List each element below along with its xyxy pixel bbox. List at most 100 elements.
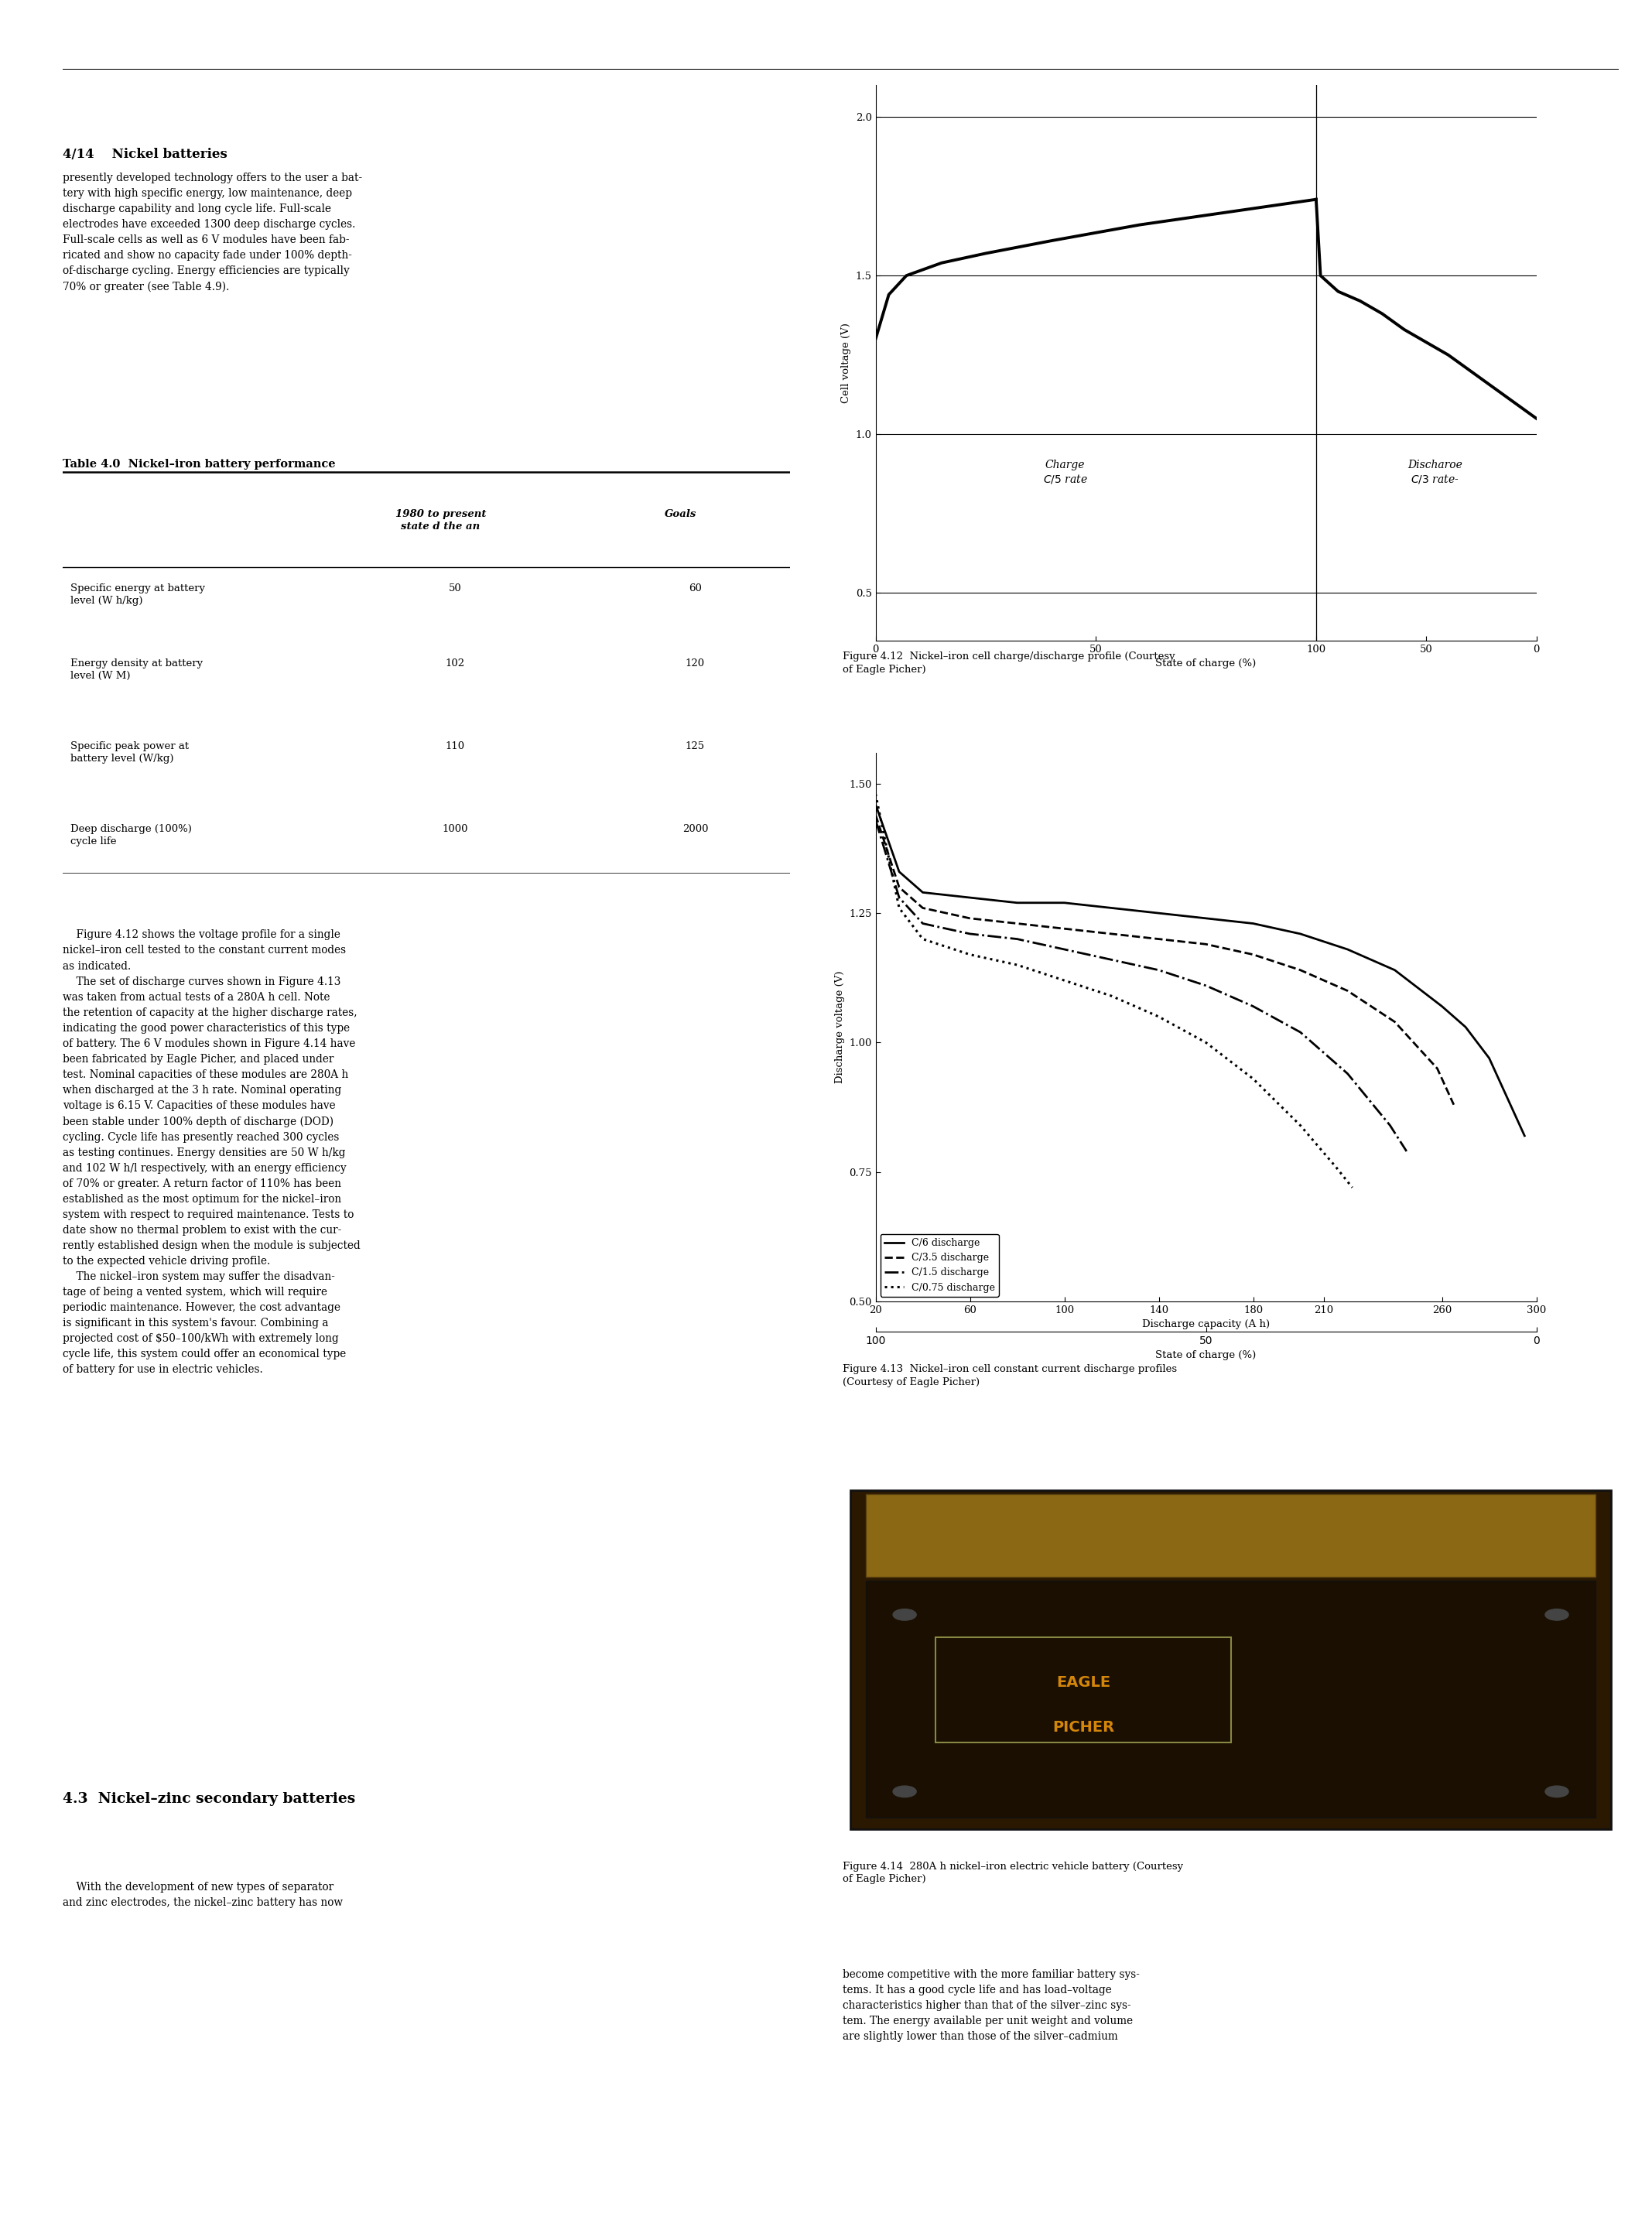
Text: 102: 102 bbox=[446, 659, 464, 668]
Y-axis label: Discharge voltage (V): Discharge voltage (V) bbox=[834, 970, 844, 1084]
C/3.5 discharge bbox=[1196, 932, 1216, 959]
C/0.75 discharge bbox=[914, 925, 933, 952]
C/6 discharge bbox=[960, 885, 980, 912]
C/3.5 discharge bbox=[1102, 921, 1122, 948]
C/6 discharge bbox=[914, 878, 933, 905]
C/1.5 discharge bbox=[866, 806, 885, 833]
Text: Figure 4.13  Nickel–iron cell constant current discharge profiles
(Courtesy of E: Figure 4.13 Nickel–iron cell constant cu… bbox=[843, 1364, 1176, 1387]
C/0.75 discharge bbox=[1196, 1028, 1216, 1055]
C/1.5 discharge bbox=[1396, 1138, 1416, 1165]
C/6 discharge bbox=[1384, 956, 1404, 983]
X-axis label: State of charge (%): State of charge (%) bbox=[1155, 1351, 1257, 1360]
Text: Goals: Goals bbox=[664, 508, 697, 520]
Text: 4/14    Nickel batteries: 4/14 Nickel batteries bbox=[63, 148, 228, 161]
X-axis label: State of charge (%): State of charge (%) bbox=[1155, 659, 1257, 670]
C/3.5 discharge bbox=[960, 905, 980, 932]
C/0.75 discharge bbox=[1327, 1154, 1346, 1180]
C/6 discharge bbox=[1102, 894, 1122, 921]
Line: C/0.75 discharge: C/0.75 discharge bbox=[876, 793, 1353, 1187]
Text: Figure 4.12  Nickel–iron cell charge/discharge profile (Courtesy
of Eagle Picher: Figure 4.12 Nickel–iron cell charge/disc… bbox=[843, 652, 1175, 674]
C/3.5 discharge bbox=[889, 874, 909, 900]
C/1.5 discharge bbox=[1244, 992, 1264, 1019]
Text: presently developed technology offers to the user a bat-
tery with high specific: presently developed technology offers to… bbox=[63, 172, 362, 293]
C/3.5 discharge bbox=[1244, 941, 1264, 968]
Bar bbox=[866, 1581, 1596, 1819]
C/6 discharge bbox=[1008, 889, 1028, 916]
Line: C/3.5 discharge: C/3.5 discharge bbox=[876, 815, 1454, 1104]
Line: C/1.5 discharge: C/1.5 discharge bbox=[876, 820, 1406, 1151]
C/1.5 discharge bbox=[889, 885, 909, 912]
C/0.75 discharge bbox=[1343, 1174, 1363, 1201]
C/1.5 discharge bbox=[1102, 945, 1122, 972]
Text: 4.3  Nickel–zinc secondary batteries: 4.3 Nickel–zinc secondary batteries bbox=[63, 1792, 355, 1805]
Text: Figure 4.12 shows the voltage profile for a single
nickel–iron cell tested to th: Figure 4.12 shows the voltage profile fo… bbox=[63, 930, 360, 1375]
Y-axis label: Cell voltage (V): Cell voltage (V) bbox=[841, 323, 851, 403]
Text: 2000: 2000 bbox=[682, 824, 709, 833]
Circle shape bbox=[1545, 1785, 1568, 1796]
Text: Figure 4.14  280A h nickel–iron electric vehicle battery (Courtesy
of Eagle Pich: Figure 4.14 280A h nickel–iron electric … bbox=[843, 1861, 1183, 1884]
C/0.75 discharge bbox=[1244, 1066, 1264, 1093]
C/6 discharge bbox=[1290, 921, 1310, 948]
C/6 discharge bbox=[1432, 992, 1452, 1019]
Text: become competitive with the more familiar battery sys-
tems. It has a good cycle: become competitive with the more familia… bbox=[843, 1969, 1140, 2043]
C/6 discharge bbox=[1338, 936, 1358, 963]
C/1.5 discharge bbox=[1196, 972, 1216, 999]
C/3.5 discharge bbox=[866, 802, 885, 829]
Circle shape bbox=[894, 1785, 917, 1796]
Text: Discharoe
$C/3$ rate-: Discharoe $C/3$ rate- bbox=[1408, 459, 1462, 486]
C/3.5 discharge bbox=[1427, 1055, 1447, 1082]
C/3.5 discharge bbox=[1338, 977, 1358, 1004]
C/6 discharge bbox=[1515, 1122, 1535, 1149]
C/1.5 discharge bbox=[1148, 956, 1168, 983]
C/1.5 discharge bbox=[1379, 1111, 1399, 1138]
Text: Table 4.0  Nickel–iron battery performance: Table 4.0 Nickel–iron battery performanc… bbox=[63, 459, 335, 470]
Text: Charge
$C/5$ rate: Charge $C/5$ rate bbox=[1042, 459, 1087, 486]
Text: Energy density at battery
level (W M): Energy density at battery level (W M) bbox=[69, 659, 203, 681]
C/3.5 discharge bbox=[1054, 916, 1074, 943]
X-axis label: Discharge capacity (A h): Discharge capacity (A h) bbox=[1142, 1319, 1270, 1331]
C/0.75 discharge bbox=[1054, 968, 1074, 995]
C/3.5 discharge bbox=[914, 894, 933, 921]
C/1.5 discharge bbox=[1008, 925, 1028, 952]
Text: Specific peak power at
battery level (W/kg): Specific peak power at battery level (W/… bbox=[69, 741, 188, 764]
C/0.75 discharge bbox=[1290, 1111, 1310, 1138]
Circle shape bbox=[1545, 1608, 1568, 1620]
C/6 discharge bbox=[1455, 1012, 1475, 1039]
Legend: C/6 discharge, C/3.5 discharge, C/1.5 discharge, C/0.75 discharge: C/6 discharge, C/3.5 discharge, C/1.5 di… bbox=[881, 1234, 999, 1297]
C/1.5 discharge bbox=[1338, 1060, 1358, 1086]
C/0.75 discharge bbox=[866, 780, 885, 806]
Text: Deep discharge (100%)
cycle life: Deep discharge (100%) cycle life bbox=[69, 824, 192, 847]
C/1.5 discharge bbox=[1054, 936, 1074, 963]
C/0.75 discharge bbox=[1008, 952, 1028, 979]
Text: 1980 to present
state d the an: 1980 to present state d the an bbox=[395, 508, 486, 531]
C/6 discharge bbox=[866, 791, 885, 818]
Text: With the development of new types of separator
and zinc electrodes, the nickel–z: With the development of new types of sep… bbox=[63, 1882, 344, 1908]
Text: Specific energy at battery
level (W h/kg): Specific energy at battery level (W h/kg… bbox=[69, 582, 205, 607]
C/0.75 discharge bbox=[1102, 983, 1122, 1010]
C/6 discharge bbox=[1479, 1044, 1498, 1071]
C/0.75 discharge bbox=[889, 894, 909, 921]
C/6 discharge bbox=[1244, 909, 1264, 936]
Text: 120: 120 bbox=[686, 659, 705, 668]
Text: 60: 60 bbox=[689, 582, 702, 594]
C/6 discharge bbox=[889, 858, 909, 885]
Text: EAGLE: EAGLE bbox=[1056, 1676, 1110, 1689]
C/6 discharge bbox=[1148, 900, 1168, 927]
Bar bbox=[935, 1637, 1231, 1743]
C/1.5 discharge bbox=[914, 909, 933, 936]
C/1.5 discharge bbox=[960, 921, 980, 948]
C/3.5 discharge bbox=[1008, 909, 1028, 936]
C/0.75 discharge bbox=[960, 941, 980, 968]
Text: 110: 110 bbox=[446, 741, 464, 750]
C/3.5 discharge bbox=[1384, 1008, 1404, 1035]
C/6 discharge bbox=[1054, 889, 1074, 916]
C/3.5 discharge bbox=[1444, 1091, 1464, 1118]
C/3.5 discharge bbox=[1148, 925, 1168, 952]
C/0.75 discharge bbox=[1148, 1004, 1168, 1030]
Line: C/6 discharge: C/6 discharge bbox=[876, 804, 1525, 1136]
Text: 125: 125 bbox=[686, 741, 705, 750]
Text: 1000: 1000 bbox=[443, 824, 468, 833]
C/6 discharge bbox=[1196, 905, 1216, 932]
Circle shape bbox=[894, 1608, 917, 1620]
Bar bbox=[866, 1494, 1596, 1577]
